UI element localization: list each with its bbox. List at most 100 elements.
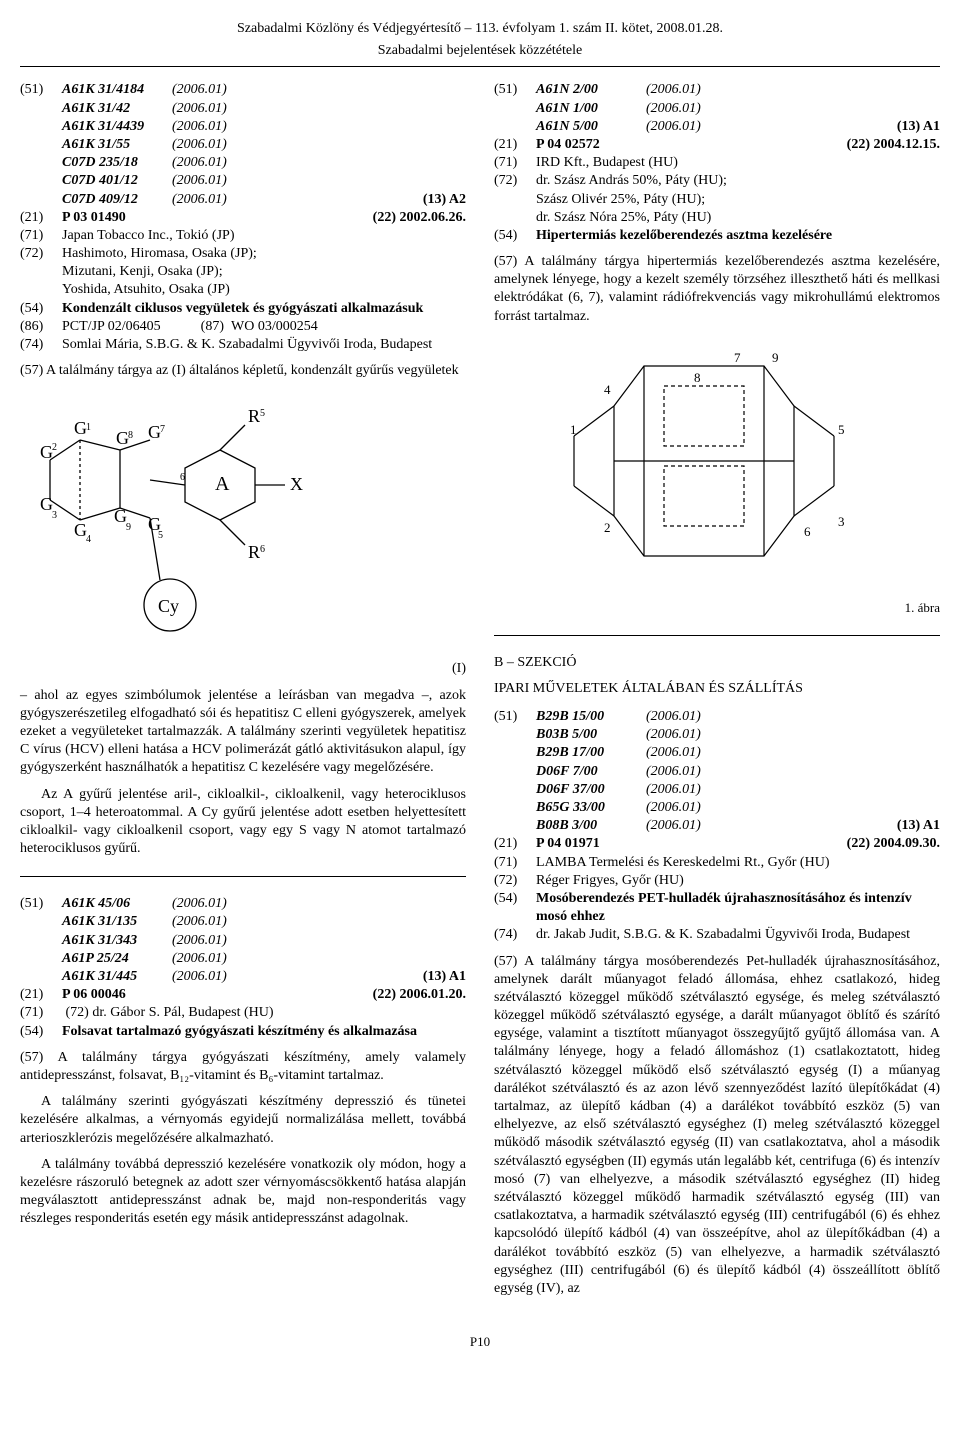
ipc-class: D06F 7/00 <box>536 763 646 781</box>
atom-index: 5 <box>260 408 265 419</box>
ipc-class: A61K 31/42 <box>62 100 172 118</box>
inventor-name: dr. Szász Nóra 25%, Páty (HU) <box>536 209 711 227</box>
field-code: (71) <box>20 227 62 245</box>
atom-index: 8 <box>128 430 133 441</box>
kind-code: (13) A1 <box>897 817 940 835</box>
filing-date: (22) 2004.09.30. <box>847 835 940 853</box>
field-code: (71) <box>20 1004 62 1022</box>
ipc-version: (2006.01) <box>646 708 701 726</box>
field-code: (21) <box>494 136 536 154</box>
ipc-class: B65G 33/00 <box>536 799 646 817</box>
field-code: (51) <box>494 708 536 726</box>
field-code: (54) <box>20 300 62 318</box>
figure-caption: 1. ábra <box>494 600 940 617</box>
ipc-class: A61N 5/00 <box>536 118 646 136</box>
ref-number: 4 <box>604 382 611 397</box>
ipc-version: (2006.01) <box>172 100 227 118</box>
ref-number: 1 <box>570 422 577 437</box>
atom-index: 6 <box>260 544 265 555</box>
invention-title: Hipertermiás kezelőberendezés asztma kez… <box>536 227 832 245</box>
ipc-version: (2006.01) <box>646 81 701 99</box>
ipc-version: (2006.01) <box>646 763 701 781</box>
ipc-version: (2006.01) <box>172 118 227 136</box>
ipc-version: (2006.01) <box>646 100 701 118</box>
running-header-line2: Szabadalmi bejelentések közzététele <box>20 42 940 60</box>
chemical-formula-svg: G G G G G G G G A X R R Cy <box>20 390 360 650</box>
field-code: (72) <box>20 245 62 263</box>
field-code: (54) <box>494 227 536 245</box>
ipc-class: A61K 31/135 <box>62 913 172 931</box>
ipc-class: A61K 31/343 <box>62 932 172 950</box>
ipc-version: (2006.01) <box>172 136 227 154</box>
substituent-label: R <box>248 406 260 426</box>
entry-separator <box>494 635 940 636</box>
abstract-text: (57) A találmány tárgya az (I) általános… <box>20 362 466 380</box>
pct-number: PCT/JP 02/06405 <box>62 318 161 336</box>
ipc-class: B08B 3/00 <box>536 817 646 835</box>
field-code: (71) <box>494 154 536 172</box>
ref-number: 6 <box>804 524 811 539</box>
kind-code: (13) A1 <box>423 968 466 986</box>
substituent-label: X <box>290 474 303 494</box>
ipc-version: (2006.01) <box>172 968 227 986</box>
entry-separator <box>20 876 466 877</box>
invention-title: Kondenzált ciklusos vegyületek és gyógyá… <box>62 300 423 318</box>
atom-index: 4 <box>86 534 91 545</box>
inventor-name: Mizutani, Kenji, Osaka (JP); <box>62 263 223 281</box>
inventor-name: Szász Olivér 25%, Páty (HU); <box>536 191 705 209</box>
two-column-body: (51)A61K 31/4184(2006.01) A61K 31/42(200… <box>20 81 940 1310</box>
section-heading: IPARI MŰVELETEK ÁLTALÁBAN ÉS SZÁLLÍTÁS <box>494 680 940 698</box>
inventor-name: Réger Frigyes, Győr (HU) <box>536 872 684 890</box>
field-code: (74) <box>494 926 536 944</box>
ipc-class: A61K 31/445 <box>62 968 172 986</box>
ipc-class: B03B 5/00 <box>536 726 646 744</box>
atom-index: 7 <box>160 424 165 435</box>
running-header-line1: Szabadalmi Közlöny és Védjegyértesítő – … <box>20 20 940 38</box>
ipc-version: (2006.01) <box>646 781 701 799</box>
chemical-structure-figure: G G G G G G G G A X R R Cy <box>20 390 466 650</box>
ipc-class: A61N 1/00 <box>536 100 646 118</box>
patent-entry: (51)B29B 15/00(2006.01) B03B 5/00(2006.0… <box>494 708 940 1298</box>
field-code: (71) <box>494 854 536 872</box>
field-code: (21) <box>20 986 62 1004</box>
abstract-text: (57) A találmány tárgya hipertermiás kez… <box>494 253 940 326</box>
abstract-paragraph: A találmány továbbá depresszió kezelésér… <box>20 1156 466 1229</box>
applicant-name: LAMBA Termelési és Kereskedelmi Rt., Győ… <box>536 854 829 872</box>
ipc-class: A61K 31/4184 <box>62 81 172 99</box>
atom-index: 1 <box>86 422 91 433</box>
kind-code: (13) A1 <box>897 118 940 136</box>
ipc-version: (2006.01) <box>172 81 227 99</box>
filing-date: (22) 2002.06.26. <box>373 209 466 227</box>
ipc-version: (2006.01) <box>646 799 701 817</box>
agent-name: dr. Jakab Judit, S.B.G. & K. Szabadalmi … <box>536 926 910 944</box>
application-number: P 06 00046 <box>62 986 126 1004</box>
atom-index: 3 <box>52 510 57 521</box>
agent-name: Somlai Mária, S.B.G. & K. Szabadalmi Ügy… <box>62 336 432 354</box>
ref-number: 8 <box>694 370 701 385</box>
section-letter: B – SZEKCIÓ <box>494 654 940 672</box>
ipc-version: (2006.01) <box>172 932 227 950</box>
field-code: (51) <box>20 81 62 99</box>
ipc-version: (2006.01) <box>646 726 701 744</box>
ref-number: 9 <box>772 350 779 365</box>
filing-date: (22) 2004.12.15. <box>847 136 940 154</box>
patent-entry: (51)A61K 45/06(2006.01) A61K 31/135(2006… <box>20 895 466 1228</box>
field-code: (54) <box>494 890 536 926</box>
header-rule <box>20 66 940 67</box>
abstract-text: (57) A találmány tárgya mosóberendezés P… <box>494 953 940 1299</box>
inventor-name: Yoshida, Atsuhito, Osaka (JP) <box>62 281 230 299</box>
ipc-class: C07D 409/12 <box>62 191 172 209</box>
formula-number: (I) <box>20 660 466 678</box>
invention-title: Mosóberendezés PET-hulladék újrahasznosí… <box>536 890 940 926</box>
apparatus-figure: 1 2 3 4 5 6 7 8 9 1. ábra <box>494 336 940 617</box>
ipc-version: (2006.01) <box>646 118 701 136</box>
ipc-version: (2006.01) <box>172 172 227 190</box>
invention-title: Folsavat tartalmazó gyógyászati készítmé… <box>62 1023 417 1041</box>
abstract-paragraph: A találmány szerinti gyógyászati készítm… <box>20 1093 466 1148</box>
ref-number: 3 <box>838 514 845 529</box>
patent-entry: (51)A61K 31/4184(2006.01) A61K 31/42(200… <box>20 81 466 858</box>
ref-number: 2 <box>604 520 611 535</box>
ipc-version: (2006.01) <box>172 154 227 172</box>
kind-code: (13) A2 <box>423 191 466 209</box>
ring-label: A <box>215 473 230 495</box>
